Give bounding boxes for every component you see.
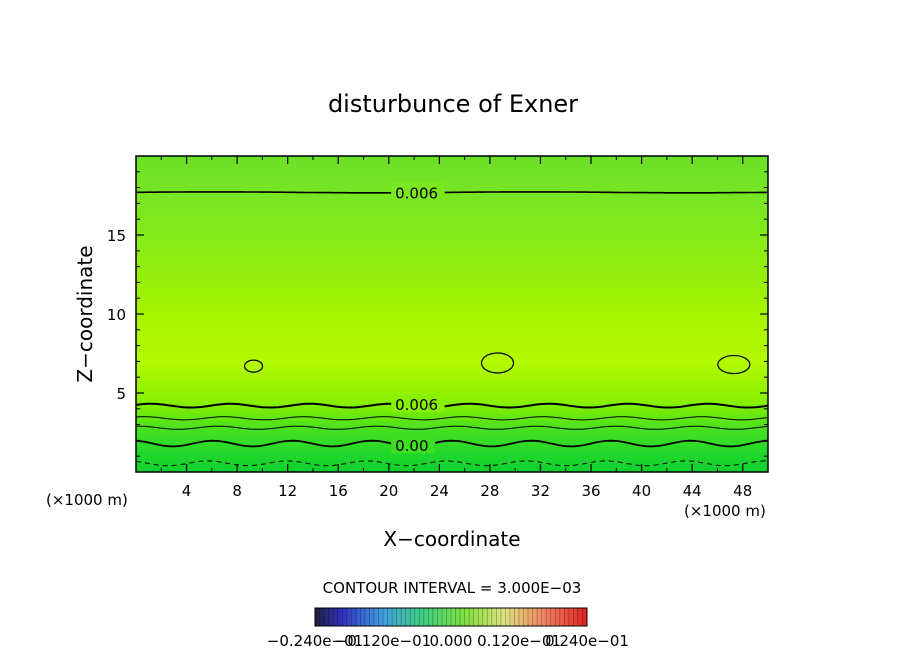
contour-label: 0.006 <box>395 396 438 414</box>
x-tick-label: 40 <box>632 482 651 500</box>
x-axis-label: X−coordinate <box>383 527 520 551</box>
y-tick-label: 5 <box>116 385 126 403</box>
x-unit-left: (×1000 m) <box>46 491 128 509</box>
contour-line <box>136 425 769 430</box>
contour-line <box>136 191 769 194</box>
closed-contour <box>480 352 515 374</box>
x-tick-label: 24 <box>430 482 449 500</box>
contour-label-bg <box>391 435 436 454</box>
x-tick-label: 4 <box>182 482 192 500</box>
colorbar-label: −0.240e−01 <box>267 632 363 650</box>
contour-line <box>135 439 769 448</box>
closed-contour <box>243 359 264 373</box>
x-tick-label: 48 <box>733 482 752 500</box>
contour-lines <box>135 191 769 467</box>
x-unit-right: (×1000 m) <box>684 502 766 520</box>
contour-line <box>135 416 769 421</box>
x-tick-label: 32 <box>531 482 550 500</box>
colorbar-frame <box>314 607 588 627</box>
contour-label: 0.006 <box>395 184 438 202</box>
colorbar-fill <box>315 608 587 626</box>
contour-line <box>135 402 769 409</box>
y-axis-label: Z−coordinate <box>73 245 97 382</box>
contour-field <box>136 156 768 472</box>
contour-interval-text: CONTOUR INTERVAL = 3.000E−03 <box>323 579 582 597</box>
colorbar-stripes <box>319 608 583 626</box>
colorbar-label: 0.240e−01 <box>545 632 629 650</box>
contour-line <box>135 460 769 467</box>
contour-label-bg <box>391 394 445 413</box>
y-axis-ticks: 5 10 15 <box>107 171 768 457</box>
y-tick-label: 10 <box>107 306 126 324</box>
colorbar-label: −0.120e−01 <box>335 632 431 650</box>
x-tick-label: 20 <box>379 482 398 500</box>
x-tick-label: 28 <box>480 482 499 500</box>
colorbar: −0.240e−01−0.120e−010.000 0.120e−010.240e… <box>267 607 629 650</box>
y-tick-label: 15 <box>107 227 126 245</box>
contour-label: 0.00 <box>395 437 428 455</box>
closed-contour <box>717 354 751 375</box>
x-tick-label: 36 <box>581 482 600 500</box>
colorbar-labels: −0.240e−01−0.120e−010.000 0.120e−010.240e… <box>267 632 629 650</box>
colorbar-label: 0.000 <box>430 632 473 650</box>
contour-label-bg <box>391 182 445 201</box>
x-tick-label: 8 <box>232 482 242 500</box>
x-tick-label: 16 <box>329 482 348 500</box>
contour-labels: 0.006 0.006 0.00 <box>391 182 445 455</box>
colorbar-label: 0.120e−01 <box>477 632 561 650</box>
x-tick-label: 44 <box>683 482 702 500</box>
chart-title: disturbunce of Exner <box>328 90 578 118</box>
x-tick-label: 12 <box>278 482 297 500</box>
x-axis-ticks: 4 8 12 16 20 24 28 32 36 40 44 48 <box>160 156 752 500</box>
